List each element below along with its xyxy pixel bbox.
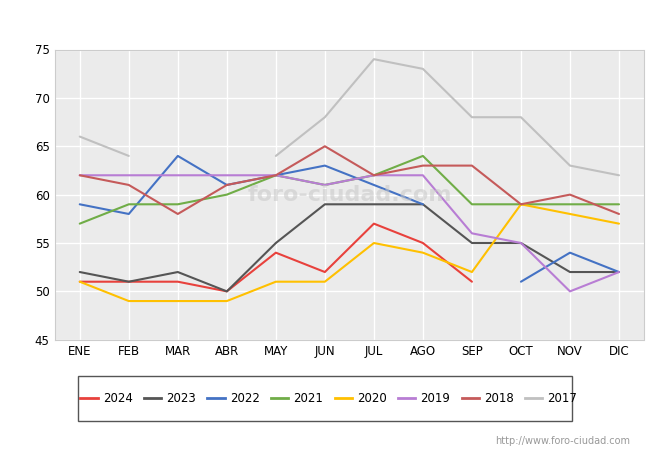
2022 (272, 172, 280, 178)
2019 (272, 172, 280, 178)
2019 (615, 269, 623, 274)
2023 (272, 240, 280, 246)
Text: 2017: 2017 (547, 392, 577, 405)
2023 (468, 240, 476, 246)
Line: 2017: 2017 (80, 136, 129, 156)
2023 (174, 269, 182, 274)
2021 (272, 172, 280, 178)
2023 (419, 202, 427, 207)
2023 (370, 202, 378, 207)
2019 (174, 172, 182, 178)
Line: 2023: 2023 (80, 204, 619, 291)
2024 (468, 279, 476, 284)
2022 (76, 202, 84, 207)
2024 (223, 288, 231, 294)
2018 (468, 163, 476, 168)
Line: 2021: 2021 (80, 156, 619, 224)
2019 (223, 172, 231, 178)
2020 (76, 279, 84, 284)
Text: 2018: 2018 (484, 392, 514, 405)
Text: 2020: 2020 (357, 392, 387, 405)
2018 (174, 211, 182, 216)
2018 (321, 144, 329, 149)
2023 (615, 269, 623, 274)
2021 (468, 202, 476, 207)
2019 (125, 172, 133, 178)
Text: 2024: 2024 (103, 392, 133, 405)
Text: 2022: 2022 (229, 392, 259, 405)
2020 (125, 298, 133, 304)
2018 (125, 182, 133, 188)
Text: 2019: 2019 (421, 392, 450, 405)
2017 (76, 134, 84, 139)
2024 (174, 279, 182, 284)
2019 (419, 172, 427, 178)
Line: 2024: 2024 (80, 224, 472, 291)
2020 (615, 221, 623, 226)
2022 (174, 153, 182, 158)
2023 (76, 269, 84, 274)
2023 (517, 240, 525, 246)
2018 (419, 163, 427, 168)
2023 (321, 202, 329, 207)
2020 (174, 298, 182, 304)
2024 (76, 279, 84, 284)
2024 (321, 269, 329, 274)
2024 (125, 279, 133, 284)
Line: 2022: 2022 (80, 156, 423, 214)
2019 (76, 172, 84, 178)
2020 (517, 202, 525, 207)
2017 (125, 153, 133, 158)
Line: 2020: 2020 (80, 204, 619, 301)
2023 (566, 269, 574, 274)
2020 (272, 279, 280, 284)
2018 (272, 172, 280, 178)
2020 (566, 211, 574, 216)
Line: 2019: 2019 (80, 175, 619, 291)
2024 (370, 221, 378, 226)
2024 (419, 240, 427, 246)
Text: http://www.foro-ciudad.com: http://www.foro-ciudad.com (495, 436, 630, 446)
2020 (223, 298, 231, 304)
2022 (125, 211, 133, 216)
2020 (370, 240, 378, 246)
2019 (468, 230, 476, 236)
2021 (566, 202, 574, 207)
2023 (223, 288, 231, 294)
2022 (419, 202, 427, 207)
2021 (419, 153, 427, 158)
2019 (566, 288, 574, 294)
2018 (517, 202, 525, 207)
2020 (468, 269, 476, 274)
2021 (517, 202, 525, 207)
Text: foro-ciudad.com: foro-ciudad.com (247, 184, 452, 205)
Line: 2018: 2018 (80, 146, 619, 214)
2022 (370, 182, 378, 188)
2021 (321, 182, 329, 188)
2021 (76, 221, 84, 226)
FancyBboxPatch shape (78, 376, 572, 421)
2023 (125, 279, 133, 284)
2020 (419, 250, 427, 255)
2020 (321, 279, 329, 284)
Text: 2021: 2021 (293, 392, 323, 405)
2021 (174, 202, 182, 207)
2019 (321, 182, 329, 188)
2022 (321, 163, 329, 168)
Text: 2023: 2023 (166, 392, 196, 405)
2018 (223, 182, 231, 188)
2019 (517, 240, 525, 246)
2024 (272, 250, 280, 255)
2018 (566, 192, 574, 197)
2018 (615, 211, 623, 216)
2022 (223, 182, 231, 188)
2021 (370, 172, 378, 178)
2021 (615, 202, 623, 207)
2018 (370, 172, 378, 178)
2019 (370, 172, 378, 178)
2021 (223, 192, 231, 197)
2021 (125, 202, 133, 207)
Text: Afiliados en Destriana a 30/9/2024: Afiliados en Destriana a 30/9/2024 (181, 14, 469, 33)
2018 (76, 172, 84, 178)
